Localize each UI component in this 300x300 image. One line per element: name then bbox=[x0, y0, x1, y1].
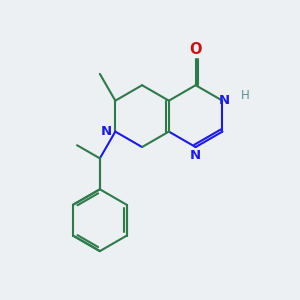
Text: N: N bbox=[218, 94, 230, 107]
Text: N: N bbox=[190, 148, 201, 161]
Text: O: O bbox=[189, 42, 202, 57]
Text: N: N bbox=[101, 125, 112, 138]
Text: H: H bbox=[241, 89, 249, 102]
